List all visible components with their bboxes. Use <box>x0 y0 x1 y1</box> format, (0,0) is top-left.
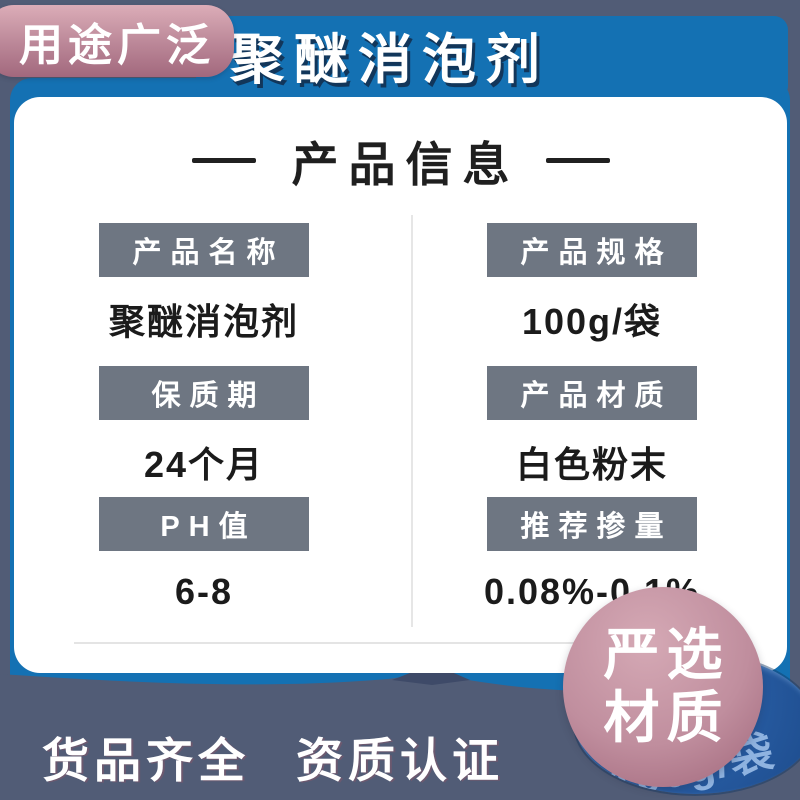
title-dash-left <box>191 157 256 163</box>
field-label-shelf-life: 保质期 <box>99 366 309 420</box>
bottom-divider <box>74 642 728 644</box>
ribbon-wide-uses: 用途广泛 <box>0 5 234 77</box>
card-title: 产品信息 <box>291 137 520 191</box>
corner-badge-pink-line1: 严选 <box>603 623 730 687</box>
title-dash-right <box>545 157 610 163</box>
footer-slogans: 货品齐全 资质认证 <box>42 722 504 791</box>
field-label-product-spec: 产品规格 <box>487 223 697 277</box>
field-value-material: 白色粉末 <box>515 444 668 485</box>
field-value-ph: 6-8 <box>174 571 234 612</box>
product-info-card: 产品信息 产品名称 产品规格 聚醚消泡剂 100g/袋 保质期 产品材质 24个… <box>14 97 787 673</box>
header-band: 聚醚消泡剂 <box>196 16 788 100</box>
field-label-material: 产品材质 <box>487 366 697 420</box>
field-label-product-name: 产品名称 <box>99 223 309 277</box>
ribbon-wide-uses-text: 用途广泛 <box>19 21 215 70</box>
field-value-shelf-life: 24个月 <box>143 444 265 485</box>
field-value-product-name: 聚醚消泡剂 <box>108 301 299 342</box>
field-label-ph: PH值 <box>99 497 309 551</box>
column-divider <box>411 215 413 627</box>
footer-slogan-goods: 货品齐全 <box>42 734 250 787</box>
corner-badge-pink: 严选 材质 <box>563 587 763 787</box>
page-title: 聚醚消泡剂 <box>230 30 550 90</box>
field-label-dosage: 推荐掺量 <box>487 497 697 551</box>
footer-slogan-certified: 资质认证 <box>296 734 504 787</box>
card-title-row: 产品信息 <box>14 131 787 191</box>
corner-badge-pink-line2: 材质 <box>603 686 730 749</box>
field-value-product-spec: 100g/袋 <box>521 301 663 342</box>
